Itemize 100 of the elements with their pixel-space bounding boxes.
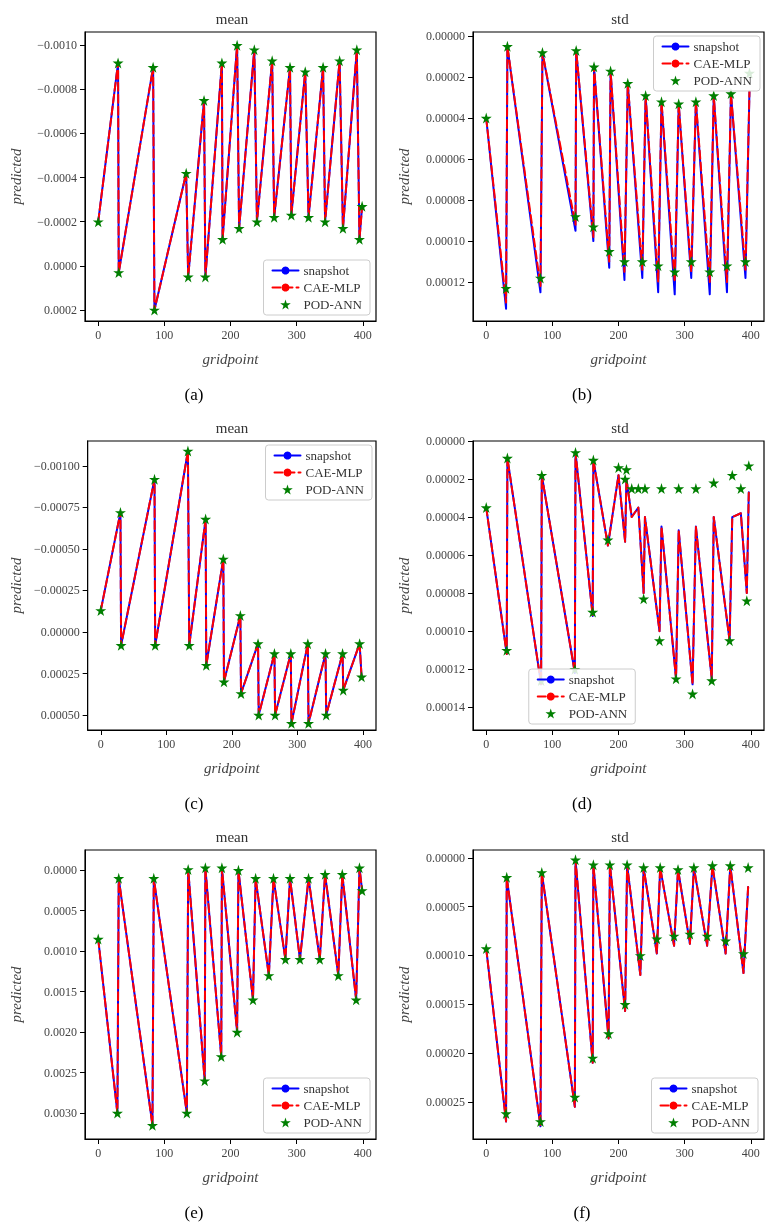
- y-tick-label: 0.00005: [426, 899, 465, 914]
- y-tick-label: 0.00025: [40, 666, 80, 681]
- y-tick-label: 0.00010: [426, 948, 465, 963]
- y-axis-title: predicted: [7, 965, 24, 1024]
- x-tick-label: 100: [155, 328, 174, 342]
- x-tick-label: 300: [287, 328, 306, 342]
- y-tick-label: 0.00012: [426, 662, 465, 677]
- y-tick-label: −0.0008: [37, 82, 77, 97]
- y-tick-label: −0.0002: [37, 214, 77, 229]
- x-tick-label: 0: [483, 1146, 490, 1160]
- y-tick-label: −0.0004: [37, 170, 77, 185]
- legend-label: POD-ANN: [568, 706, 628, 721]
- y-tick-label: 0.00000: [426, 29, 465, 44]
- x-tick-label: 200: [609, 328, 628, 342]
- x-tick-label: 200: [609, 1146, 628, 1160]
- y-axis-title: predicted: [395, 965, 412, 1024]
- x-tick-label: 100: [543, 737, 562, 751]
- y-tick-label: 0.00014: [426, 700, 465, 715]
- chart-title: std: [611, 419, 630, 436]
- x-tick-label: 400: [353, 328, 372, 342]
- x-axis-title: gridpoint: [590, 350, 648, 367]
- text: (c): [184, 794, 204, 813]
- y-tick-label: 0.0020: [44, 1025, 77, 1040]
- x-axis-title: gridpoint: [202, 1168, 260, 1185]
- y-tick-label: −0.0006: [37, 126, 77, 141]
- x-tick-label: 400: [353, 1146, 372, 1160]
- y-tick-label: 0.00008: [426, 193, 465, 208]
- x-axis-title: gridpoint: [590, 759, 648, 776]
- y-tick-label: 0.0015: [44, 984, 77, 999]
- y-tick-label: 0.0000: [44, 863, 77, 878]
- y-tick-label: 0.00000: [426, 434, 465, 448]
- x-tick-label: 0: [95, 1146, 102, 1160]
- text: (a): [184, 385, 204, 404]
- x-tick-label: 200: [221, 328, 240, 342]
- chart-title: std: [611, 828, 630, 845]
- y-tick-label: 0.00050: [40, 708, 80, 723]
- chart-title: mean: [215, 419, 249, 436]
- y-tick-label: 0.0030: [44, 1106, 77, 1121]
- x-tick-label: 200: [609, 737, 628, 751]
- legend-label: POD-ANN: [303, 1115, 363, 1130]
- legend-label: snapshot: [305, 448, 352, 463]
- x-tick-label: 100: [543, 1146, 562, 1160]
- chart-title: std: [611, 10, 630, 27]
- legend-label: snapshot: [691, 1081, 738, 1096]
- text: (b): [572, 385, 592, 404]
- legend-label: snapshot: [693, 39, 740, 54]
- y-tick-label: 0.00002: [426, 472, 465, 487]
- y-tick-label: 0.0010: [44, 944, 77, 959]
- y-axis-title: predicted: [395, 556, 412, 615]
- y-tick-label: 0.00004: [426, 111, 465, 126]
- y-tick-label: 0.0002: [44, 302, 77, 317]
- x-tick-label: 0: [95, 328, 102, 342]
- legend-label: POD-ANN: [305, 482, 365, 497]
- y-axis-title: predicted: [395, 147, 412, 206]
- legend-label: CAE-MLP: [303, 1098, 361, 1113]
- x-axis-title: gridpoint: [203, 759, 261, 776]
- legend-label: snapshot: [303, 263, 350, 278]
- legend-label: CAE-MLP: [693, 56, 751, 71]
- y-tick-label: 0.00002: [426, 70, 465, 85]
- x-tick-label: 400: [353, 737, 372, 751]
- legend-label: POD-ANN: [303, 297, 363, 312]
- y-tick-label: 0.00008: [426, 586, 465, 601]
- x-tick-label: 100: [155, 1146, 174, 1160]
- y-axis-title: predicted: [7, 147, 24, 206]
- y-tick-label: 0.00000: [426, 850, 465, 865]
- x-tick-label: 300: [287, 1146, 306, 1160]
- y-tick-label: −0.0010: [37, 38, 77, 53]
- legend-label: CAE-MLP: [303, 280, 361, 295]
- x-tick-label: 300: [675, 328, 694, 342]
- legend-label: CAE-MLP: [691, 1098, 749, 1113]
- legend-label: POD-ANN: [693, 73, 753, 88]
- x-tick-label: 0: [97, 737, 104, 751]
- text: (f): [573, 1203, 591, 1222]
- legend-label: CAE-MLP: [305, 465, 363, 480]
- x-tick-label: 300: [675, 1146, 694, 1160]
- x-tick-label: 200: [221, 1146, 240, 1160]
- y-tick-label: 0.00010: [426, 234, 465, 249]
- chart-title: mean: [215, 10, 249, 27]
- y-tick-label: −0.00050: [33, 541, 80, 556]
- y-tick-label: 0.00004: [426, 510, 465, 525]
- y-tick-label: 0.00015: [426, 997, 465, 1012]
- y-tick-label: 0.00012: [426, 275, 465, 290]
- x-tick-label: 300: [675, 737, 694, 751]
- y-tick-label: 0.00006: [426, 548, 465, 563]
- legend-label: snapshot: [303, 1081, 350, 1096]
- x-axis-title: gridpoint: [590, 1168, 648, 1185]
- x-tick-label: 0: [483, 328, 490, 342]
- y-tick-label: 0.00006: [426, 152, 465, 167]
- x-tick-label: 300: [288, 737, 307, 751]
- x-tick-label: 0: [483, 737, 490, 751]
- x-tick-label: 100: [157, 737, 176, 751]
- y-tick-label: 0.00025: [426, 1094, 465, 1109]
- y-tick-label: 0.0000: [44, 258, 77, 273]
- text: (e): [184, 1203, 204, 1222]
- x-tick-label: 200: [222, 737, 241, 751]
- y-tick-label: 0.00000: [40, 625, 80, 640]
- x-tick-label: 100: [543, 328, 562, 342]
- legend-label: snapshot: [568, 672, 615, 687]
- legend-label: POD-ANN: [691, 1115, 751, 1130]
- legend-label: CAE-MLP: [568, 689, 626, 704]
